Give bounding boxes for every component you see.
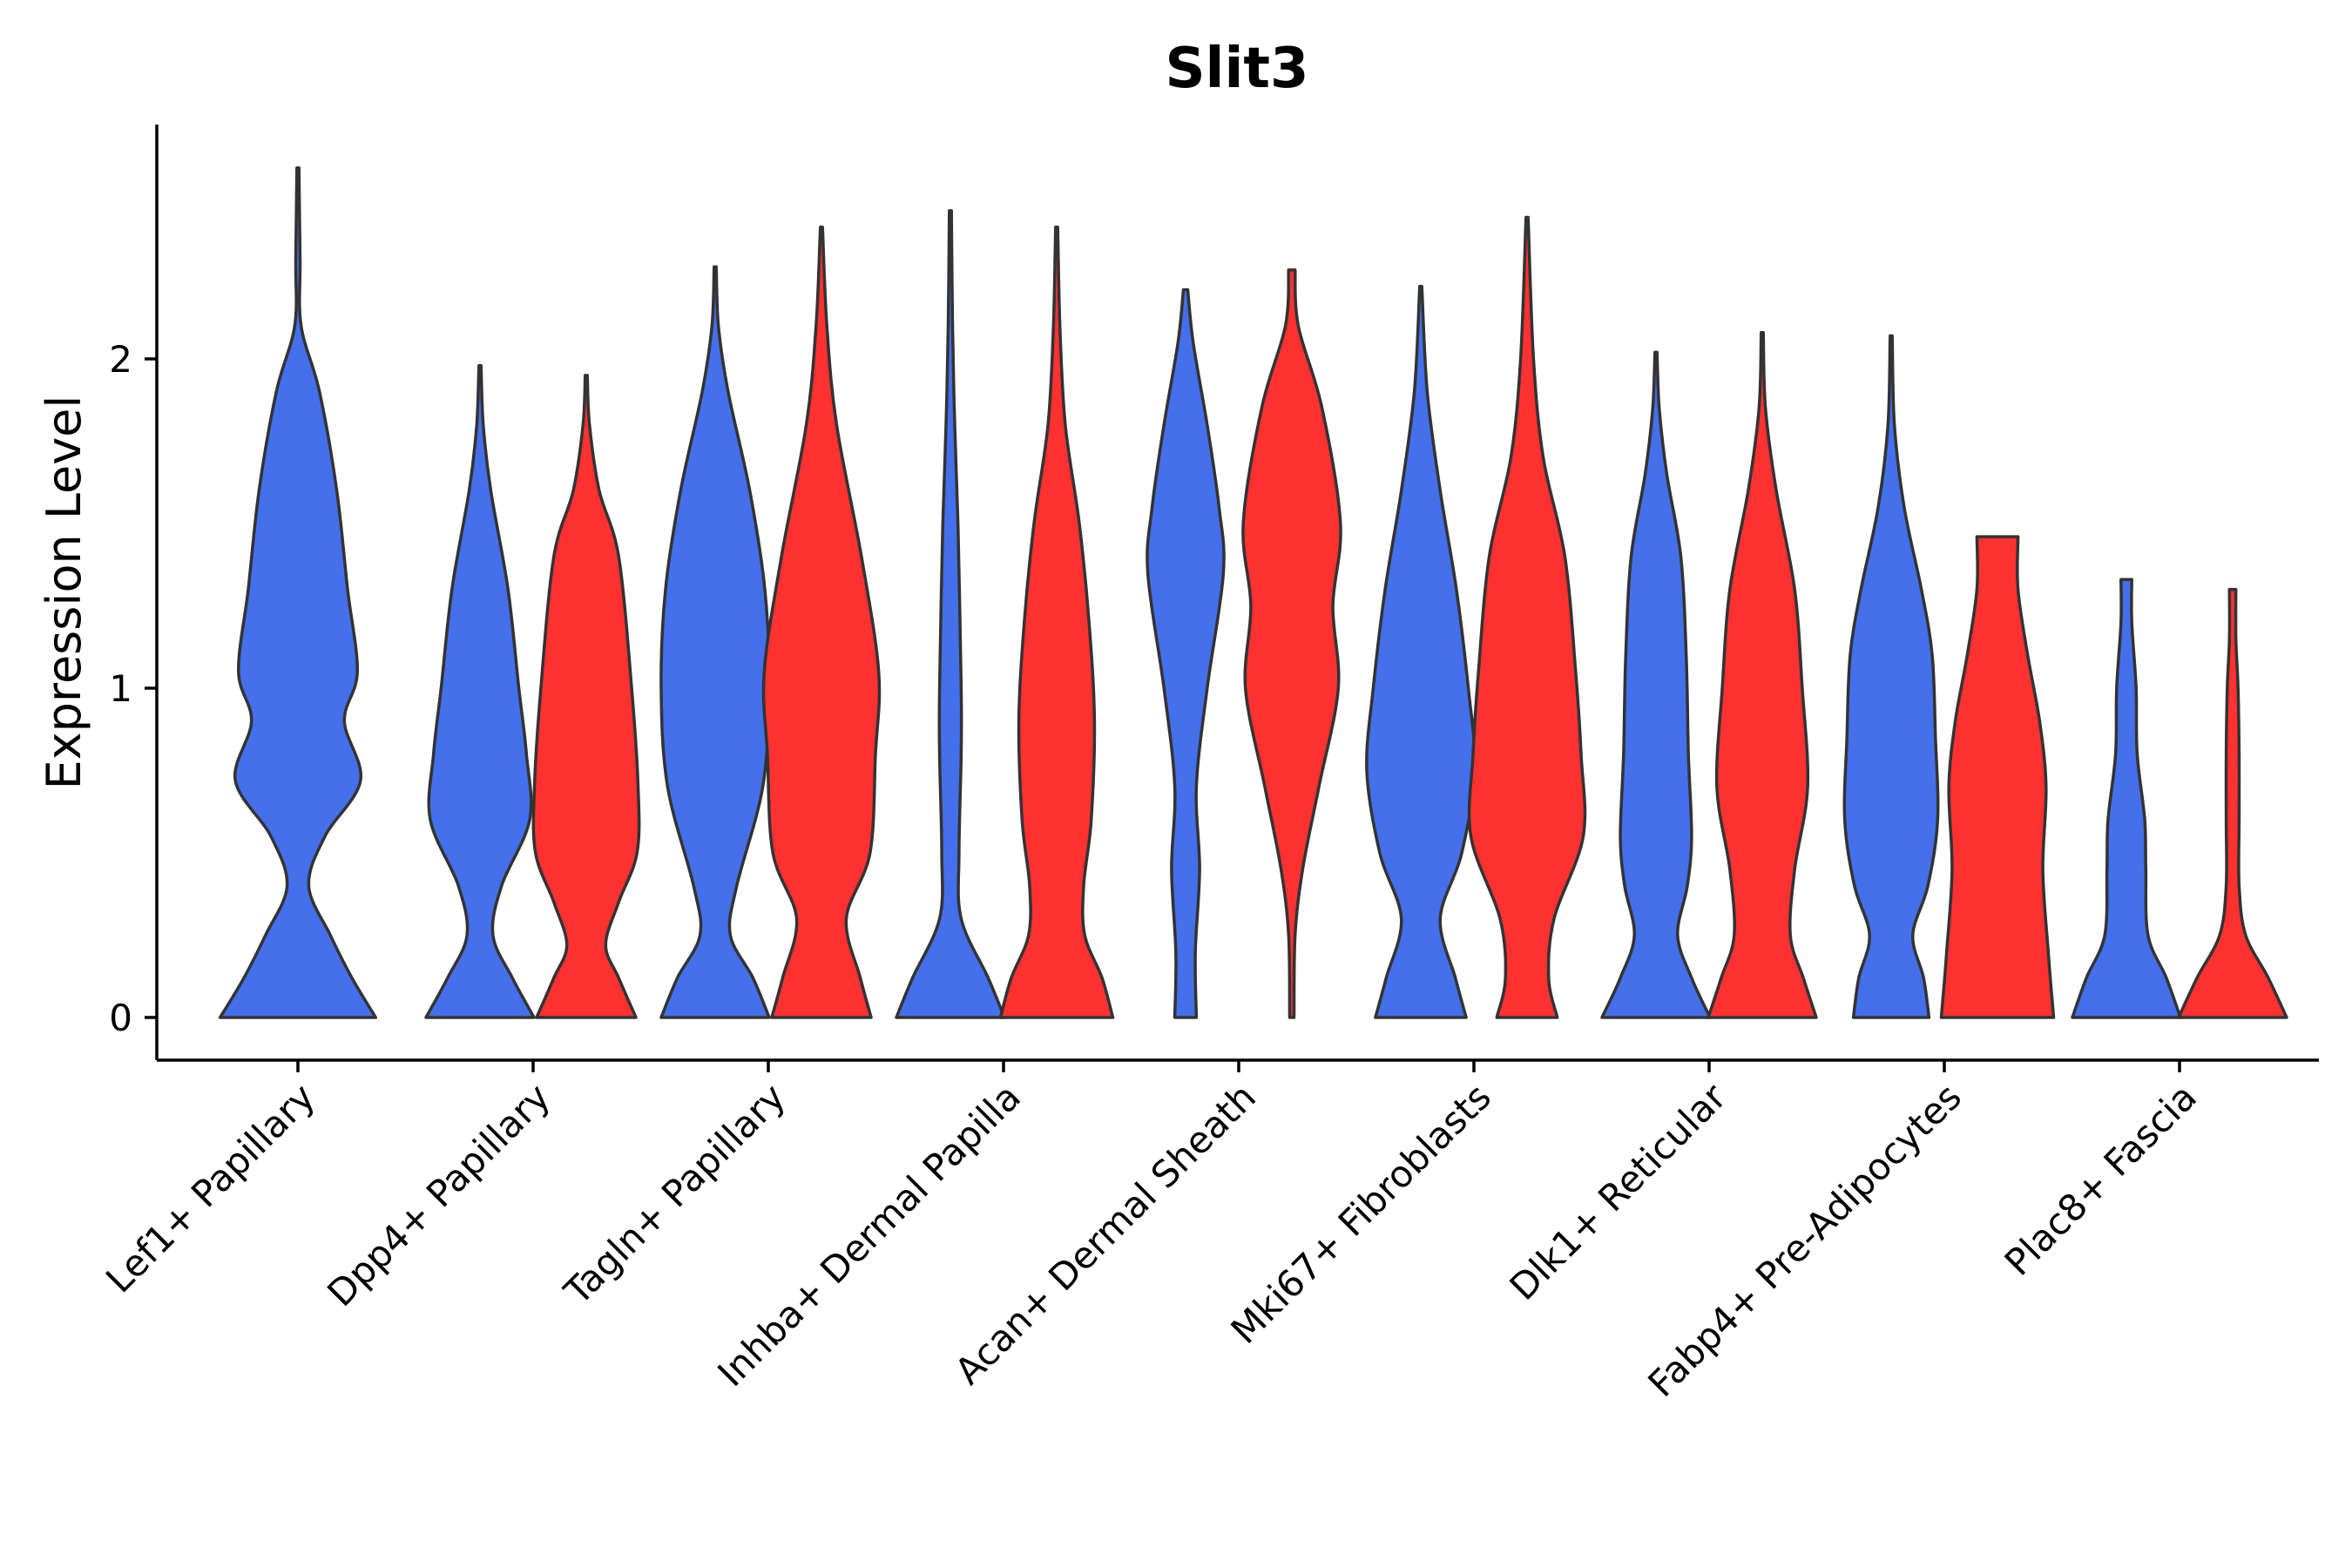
violin-blue — [1600, 350, 1712, 1019]
violin-red — [998, 226, 1115, 1019]
violin-blue — [424, 363, 536, 1019]
violins-group — [218, 166, 2288, 1019]
x-tick-label: Lef1+ Papillary — [98, 1075, 323, 1301]
violin-red — [761, 226, 882, 1019]
y-tick-label: 1 — [109, 667, 132, 710]
y-tick-label: 2 — [109, 338, 132, 381]
violin-red — [1939, 535, 2056, 1019]
y-tick-label: 0 — [109, 997, 132, 1039]
violin-blue — [2071, 578, 2182, 1019]
y-ticks-group: 0 1 2 — [109, 338, 157, 1039]
x-tick-label: Tagln+ Papillary — [556, 1075, 794, 1313]
violin-blue — [218, 166, 378, 1019]
violin-red — [1467, 215, 1587, 1019]
x-tick-label: Plac8+ Fascia — [1997, 1075, 2205, 1283]
violin-red — [2177, 587, 2288, 1019]
violin-blue — [659, 265, 771, 1019]
violin-blue — [1842, 334, 1940, 1019]
violin-red — [1707, 331, 1818, 1019]
chart-title: Slit3 — [1165, 37, 1308, 101]
x-tick-label: Dpp4+ Papillary — [319, 1075, 558, 1315]
y-axis-label: Expression Level — [37, 395, 91, 790]
x-tick-label: Mki67+ Fibroblasts — [1223, 1075, 1499, 1351]
violin-blue — [895, 209, 1006, 1019]
x-tick-label: Dlk1+ Reticular — [1502, 1075, 1735, 1308]
violin-blue — [1365, 285, 1477, 1019]
violin-red — [531, 374, 641, 1019]
violin-blue — [1146, 287, 1226, 1019]
violin-red — [1241, 268, 1342, 1019]
